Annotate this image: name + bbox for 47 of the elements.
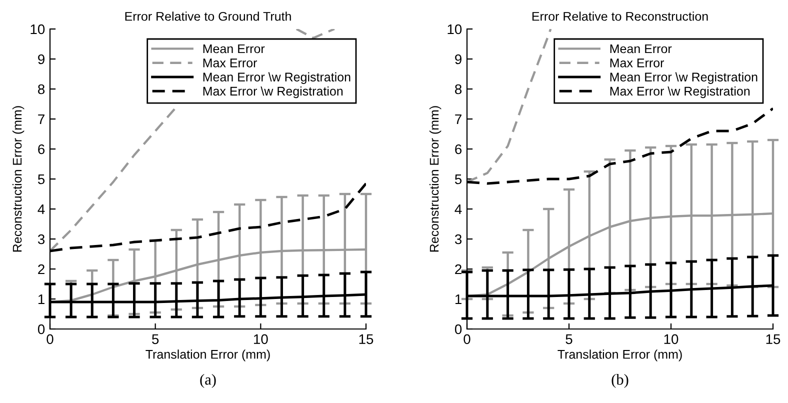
x-tick-label: 5 bbox=[152, 334, 159, 344]
y-tick-label: 0 bbox=[38, 324, 45, 334]
legend-label: Max Error \w Registration bbox=[610, 86, 750, 98]
y-tick-label: 8 bbox=[455, 84, 462, 94]
legend-label: Mean Error bbox=[203, 44, 265, 54]
x-tick-label: 0 bbox=[464, 334, 470, 344]
y-tick-label: 1 bbox=[38, 294, 44, 304]
chart-title: Error Relative to Reconstruction bbox=[532, 12, 708, 21]
legend-label: Max Error \w Registration bbox=[203, 86, 343, 98]
y-tick-label: 7 bbox=[38, 114, 44, 124]
y-tick-label: 2 bbox=[38, 264, 44, 274]
chart-title: Error Relative to Ground Truth bbox=[125, 12, 291, 21]
y-tick-label: 7 bbox=[455, 114, 462, 124]
y-tick-label: 6 bbox=[455, 144, 462, 154]
y-tick-label: 4 bbox=[38, 204, 45, 214]
x-axis-title: Translation Error (mm) bbox=[146, 350, 270, 362]
y-tick-label: 8 bbox=[38, 84, 45, 94]
y-tick-label: 1 bbox=[455, 294, 462, 304]
y-tick-label: 9 bbox=[38, 54, 44, 64]
y-tick-label: 10 bbox=[30, 24, 45, 34]
legend-label: Max Error bbox=[610, 58, 664, 68]
x-tick-label: 0 bbox=[46, 334, 54, 344]
y-tick-label: 3 bbox=[38, 234, 45, 244]
y-tick-label: 10 bbox=[448, 24, 462, 34]
line-series bbox=[467, 29, 552, 184]
y-tick-label: 0 bbox=[454, 324, 462, 334]
legend-label: Mean Error bbox=[610, 44, 672, 54]
y-tick-label: 3 bbox=[454, 234, 462, 244]
x-axis-title: Translation Error (mm) bbox=[558, 350, 682, 362]
y-tick-label: 2 bbox=[455, 264, 462, 274]
y-axis-title: Reconstruction Error (mm) bbox=[429, 106, 442, 252]
text: (a) bbox=[200, 374, 216, 388]
x-tick-label: 15 bbox=[766, 334, 780, 344]
y-tick-label: 4 bbox=[454, 204, 462, 214]
y-axis-title: Reconstruction Error (mm) bbox=[12, 106, 24, 252]
text: (b) bbox=[612, 374, 628, 388]
x-tick-label: 15 bbox=[359, 334, 374, 344]
legend-label: Mean Error \w Registration bbox=[610, 72, 758, 84]
y-tick-label: 5 bbox=[38, 174, 45, 184]
x-tick-label: 10 bbox=[254, 334, 268, 344]
legend-label: Max Error bbox=[203, 58, 258, 68]
y-tick-label: 9 bbox=[455, 54, 462, 64]
x-tick-label: 5 bbox=[566, 334, 572, 344]
legend-label: Mean Error \w Registration bbox=[203, 72, 350, 84]
y-tick-label: 5 bbox=[454, 174, 462, 184]
y-tick-label: 6 bbox=[38, 144, 45, 154]
x-tick-label: 10 bbox=[664, 334, 678, 344]
